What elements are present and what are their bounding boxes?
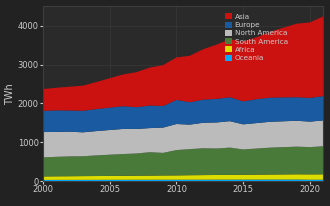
Y-axis label: TWh: TWh <box>5 83 15 105</box>
Legend: Asia, Europe, North America, South America, Africa, Oceania: Asia, Europe, North America, South Ameri… <box>225 13 288 61</box>
